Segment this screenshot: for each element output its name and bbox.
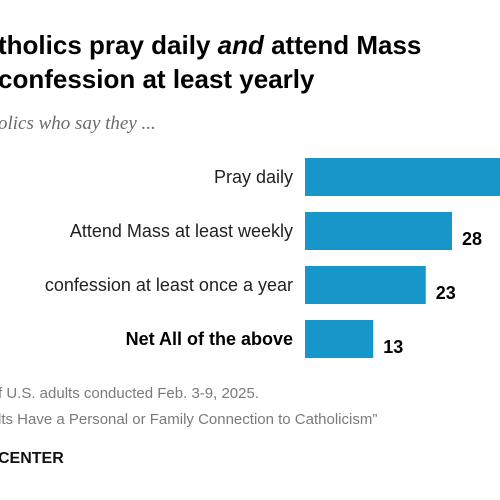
category-label-2: confession at least once a year [45, 275, 293, 295]
title-line-2: confession at least yearly [0, 64, 315, 94]
value-label-3: 13 [383, 337, 403, 357]
bar-0 [305, 158, 500, 196]
title-emphasis: and [217, 30, 264, 60]
brand-name: CENTER [0, 450, 64, 467]
bar-chart: Pray daily Attend Mass at least weekly 28 c… [45, 158, 500, 358]
source-note-line-2: lts Have a Personal or Family Connection… [0, 411, 378, 428]
title-part-2: attend Mass [263, 30, 422, 60]
chart-subtitle: olics who say they ... [0, 113, 156, 134]
value-label-1: 28 [462, 229, 482, 249]
bar-1 [305, 212, 452, 250]
value-label-2: 23 [436, 283, 456, 303]
bar-2 [305, 266, 426, 304]
chart-title: tholics pray daily and attend Mass confe… [0, 28, 500, 96]
title-line-1: tholics pray daily and attend Mass [0, 28, 500, 62]
bar-3 [305, 320, 374, 358]
category-label-0: Pray daily [214, 167, 293, 187]
source-note-line-1: f U.S. adults conducted Feb. 3-9, 2025. [0, 385, 259, 402]
category-label-3: Net All of the above [126, 329, 293, 349]
category-label-1: Attend Mass at least weekly [70, 221, 293, 241]
title-part-1: tholics pray daily [0, 30, 218, 60]
